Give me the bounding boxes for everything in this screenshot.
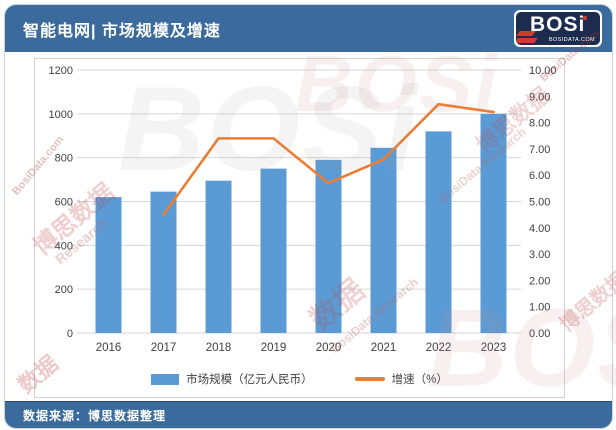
bar-2016 [95,197,122,333]
left-axis-tick: 1200 [49,65,73,77]
logo-dot-icon [583,16,587,20]
legend-label: 增速（%） [391,374,448,386]
bosi-logo-box: BOSi BOSIDATA.COM [516,12,600,45]
bar-2022 [425,131,452,333]
left-axis-tick: 200 [55,284,73,296]
x-axis-label: 2023 [481,342,507,354]
report-footer: 数据来源：博思数据整理 [5,401,612,428]
report-frame: 智能电网| 市场规模及增速 BOSi BOSIDATA.COM 0 200 400 6… [4,4,613,429]
chart-card: 0 200 400 600 800 1000 1200 0.00 1.00 2.00 3.00 4.0… [34,58,565,398]
left-axis-tick: 600 [55,197,73,209]
right-axis-tick: 7.00 [529,144,550,156]
left-axis-tick: 400 [55,240,73,252]
bar-2023 [480,113,507,333]
report-header: 智能电网| 市场规模及增速 BOSi BOSIDATA.COM [5,5,612,52]
legend-label: 市场规模（亿元人民币） [186,374,313,386]
data-source-text: 数据来源：博思数据整理 [23,408,167,423]
legend-item-market-size: 市场规模（亿元人民币） [151,371,313,387]
bar-2018 [205,180,232,333]
line-swatch-icon [354,377,385,381]
x-axis-label: 2021 [371,342,397,354]
right-axis-tick: 2.00 [529,275,550,287]
x-axis-label: 2016 [96,342,122,354]
bar-2021 [370,147,397,333]
logo-domain: BOSIDATA.COM [548,37,595,43]
legend-item-growth-rate: 增速（%） [354,371,448,387]
right-axis-tick: 4.00 [529,223,550,235]
right-axis-tick: 8.00 [529,118,550,130]
left-axis-tick: 0 [67,328,73,340]
x-axis-label: 2019 [261,342,287,354]
bar-swatch-icon [151,373,180,385]
right-axis-tick: 5.00 [529,197,550,209]
x-axis-label: 2020 [316,342,342,354]
left-axis-tick: 800 [55,153,73,165]
bar-2019 [260,168,287,333]
right-axis-tick: 3.00 [529,249,550,261]
x-axis-label: 2017 [151,342,177,354]
x-axis-label: 2018 [206,342,232,354]
right-axis-tick: 10.00 [529,65,557,77]
right-axis-tick: 6.00 [529,170,550,182]
page-title: 智能电网| 市场规模及增速 [23,22,221,40]
market-growth-chart: 0 200 400 600 800 1000 1200 0.00 1.00 2.00 3.00 4.0… [49,65,557,354]
bosi-logo: BOSi BOSIDATA.COM [514,10,602,47]
growth-line [162,102,495,216]
logo-wordmark: BOSi [530,13,586,36]
right-axis-tick: 1.00 [529,302,550,314]
left-axis-tick: 1000 [49,109,73,121]
x-axis-label: 2022 [426,342,452,354]
chart-legend: 市场规模（亿元人民币） 增速（%） [35,371,564,387]
bar-2020 [315,159,342,333]
right-axis-tick: 9.00 [529,91,550,103]
logo-stripe-icon [516,38,538,43]
right-axis-tick: 0.00 [529,328,550,340]
